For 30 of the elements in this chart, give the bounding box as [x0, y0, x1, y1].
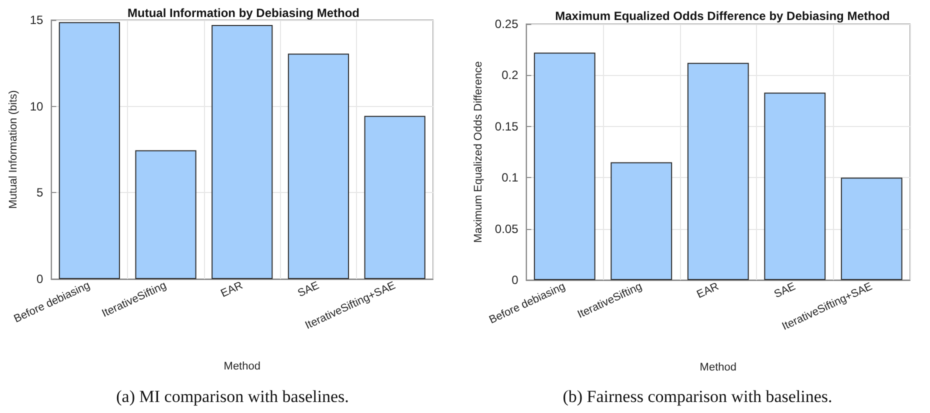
y-tick-label: 0.1: [502, 170, 519, 185]
y-tick-label: 0: [36, 272, 44, 286]
y-tick-label: 0: [512, 273, 519, 287]
x-tick-label: EAR: [219, 280, 245, 300]
x-axis-title: Method: [224, 360, 260, 372]
bar: [840, 178, 902, 280]
chart-title: Mutual Information by Debiasing Method: [128, 6, 360, 20]
bar: [610, 162, 672, 280]
bar: [364, 116, 426, 279]
y-tick-label: 0.25: [494, 17, 519, 31]
y-tick-label: 0.15: [494, 119, 519, 134]
y-axis-title: Maximum Equalized Odds Difference: [472, 61, 484, 243]
bar: [764, 92, 826, 280]
y-tick-label: 15: [30, 13, 44, 27]
text: (a) MI comparison with baselines.: [116, 387, 349, 406]
bar: [135, 150, 196, 279]
bar: [58, 22, 120, 279]
bar: [212, 25, 273, 279]
chart-title: Maximum Equalized Odds Difference by Debiasing Method: [555, 9, 890, 23]
y-tick-label: 10: [30, 99, 44, 114]
text: (b) Fairness comparison with baselines.: [562, 387, 832, 406]
x-tick-label: EAR: [695, 280, 721, 301]
bar: [534, 52, 596, 280]
bar: [288, 54, 350, 279]
y-tick-label: 0.2: [502, 68, 519, 82]
y-tick-label: 5: [36, 186, 44, 200]
y-axis-title: Mutual Information (bits): [8, 90, 20, 209]
x-axis-title: Method: [700, 362, 736, 374]
y-tick-label: 0.05: [494, 222, 519, 236]
bar: [687, 62, 749, 280]
